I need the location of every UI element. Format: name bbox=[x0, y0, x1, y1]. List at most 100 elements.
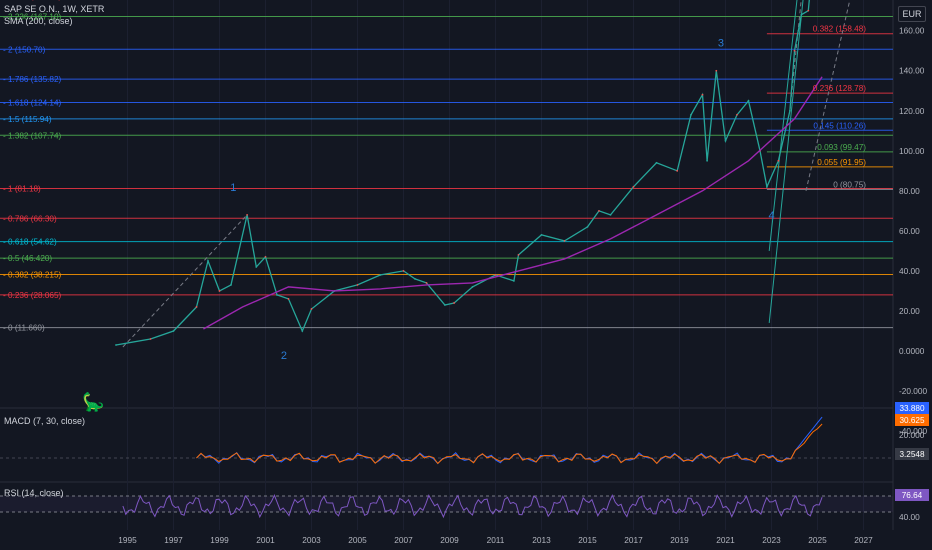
price-point bbox=[747, 99, 750, 102]
price-point bbox=[736, 113, 738, 116]
channel-line bbox=[768, 0, 804, 324]
price-point bbox=[356, 284, 359, 286]
macd-pane: 20.000 33.880 30.625 3.2548 bbox=[0, 402, 929, 465]
sma-legend[interactable]: SMA (200, close) bbox=[4, 16, 73, 26]
y-tick-label: 40.00 bbox=[899, 266, 920, 276]
macd-axis-label: 20.000 bbox=[899, 430, 925, 440]
price-axis: 320.00300.00280.00260.00240.00220.00200.… bbox=[899, 26, 928, 436]
x-tick-label: 2005 bbox=[348, 535, 367, 545]
y-tick-label: 140.00 bbox=[899, 66, 925, 76]
rsi-value-badge-bg bbox=[895, 489, 929, 501]
y-tick-label: 120.00 bbox=[899, 106, 925, 116]
price-point bbox=[149, 338, 152, 340]
x-tick-label: 1995 bbox=[118, 535, 137, 545]
fib-ext-label: 0.055 (91.95) bbox=[817, 158, 866, 167]
dino-logo-icon: 🦕 bbox=[82, 392, 105, 412]
fib-label: - 0.5 (46.420) bbox=[3, 254, 52, 263]
price-point bbox=[301, 330, 304, 332]
symbol-title[interactable]: SAP SE O.N., 1W, XETR bbox=[4, 4, 105, 14]
fib-label: - 1.786 (135.82) bbox=[3, 75, 62, 84]
price-point bbox=[563, 239, 566, 242]
x-tick-label: 2001 bbox=[256, 535, 275, 545]
y-tick-label: 60.00 bbox=[899, 226, 920, 236]
fib-ext-label: 0.093 (99.47) bbox=[817, 143, 866, 152]
x-tick-label: 2003 bbox=[302, 535, 321, 545]
price-point bbox=[287, 298, 290, 300]
y-tick-label: -40.000 bbox=[899, 426, 928, 436]
time-axis: 1995 1997 1999 2001 2003 2005 2007 2009 2011 2013… bbox=[118, 535, 873, 545]
macd-value-badge-bg bbox=[895, 414, 929, 426]
fib-label: - 2.382 (177.24) bbox=[3, 0, 62, 1]
price-point bbox=[379, 274, 382, 276]
price-point bbox=[655, 161, 658, 164]
price-point bbox=[766, 185, 768, 188]
y-tick-label: 160.00 bbox=[899, 26, 925, 36]
price-point bbox=[207, 260, 209, 262]
price-point bbox=[609, 213, 612, 216]
rsi-axis-label: 40.00 bbox=[899, 512, 920, 522]
fib-label: - 0.382 (38.215) bbox=[3, 270, 62, 279]
fib-label: - 2.236 (167.10) bbox=[3, 12, 62, 21]
x-tick-label: 2007 bbox=[394, 535, 413, 545]
price-point bbox=[255, 266, 258, 268]
rsi-legend[interactable]: RSI (14, close) bbox=[4, 488, 64, 498]
y-tick-label: 20.00 bbox=[899, 306, 920, 316]
price-point bbox=[793, 49, 796, 52]
macd-value-badge-bg bbox=[895, 402, 929, 414]
x-tick-label: 2011 bbox=[487, 535, 505, 545]
price-point bbox=[715, 69, 718, 72]
price-point bbox=[724, 139, 727, 142]
elliott-wave-label: 3 bbox=[718, 38, 724, 50]
x-tick-label: 1997 bbox=[164, 535, 183, 545]
elliott-wave-label: 2 bbox=[281, 350, 287, 362]
fib-label: - 2 (150.70) bbox=[3, 45, 46, 54]
x-tick-label: 2019 bbox=[670, 535, 689, 545]
fib-ext-label: 0.382 (158.48) bbox=[813, 25, 867, 34]
fib-label: - 0.236 (28.065) bbox=[3, 291, 62, 300]
price-point bbox=[218, 290, 221, 292]
price-point bbox=[807, 9, 810, 12]
fib-label: - 0.786 (66.30) bbox=[3, 214, 57, 223]
price-point bbox=[414, 278, 416, 280]
price-series bbox=[115, 0, 823, 346]
fib-ext-label: 0.145 (110.26) bbox=[813, 121, 866, 130]
price-point bbox=[586, 225, 589, 228]
price-point bbox=[264, 256, 267, 258]
macd-value-badge: 33.880 bbox=[899, 404, 924, 413]
elliott-wave-label: 4 bbox=[768, 210, 774, 222]
fib-levels bbox=[0, 15, 893, 329]
price-point bbox=[676, 169, 679, 172]
x-tick-label: 2013 bbox=[532, 535, 551, 545]
price-point bbox=[276, 294, 278, 296]
price-point bbox=[598, 209, 600, 212]
rsi-pane: 40.00 76.64 bbox=[0, 489, 929, 522]
x-tick-label: 2021 bbox=[716, 535, 735, 545]
y-tick-label: 80.00 bbox=[899, 186, 920, 196]
price-point bbox=[789, 109, 791, 112]
price-point bbox=[115, 344, 117, 346]
price-point bbox=[517, 254, 520, 256]
fib-label: - 1 (81.18) bbox=[3, 184, 41, 193]
x-tick-label: 1999 bbox=[210, 535, 229, 545]
macd-value-badge: 3.2548 bbox=[899, 450, 924, 459]
price-point bbox=[471, 286, 474, 288]
currency-button[interactable]: EUR bbox=[898, 6, 926, 22]
price-point bbox=[195, 306, 198, 308]
price-point bbox=[310, 308, 313, 310]
x-tick-label: 2015 bbox=[578, 535, 597, 545]
rsi-value-badge: 76.64 bbox=[902, 491, 923, 500]
fib-label: - 1.5 (115.94) bbox=[3, 115, 52, 124]
macd-value-badge-bg bbox=[895, 448, 929, 460]
fib-label: - 1.618 (124.14) bbox=[3, 98, 62, 107]
price-point bbox=[690, 113, 692, 116]
price-point bbox=[246, 213, 249, 216]
x-tick-label: 2027 bbox=[854, 535, 873, 545]
x-tick-label: 2017 bbox=[624, 535, 643, 545]
x-tick-label: 2023 bbox=[762, 535, 781, 545]
price-line bbox=[115, 0, 810, 346]
price-point bbox=[172, 330, 175, 332]
macd-legend[interactable]: MACD (7, 30, close) bbox=[4, 416, 86, 426]
trend-line-dashed bbox=[122, 214, 248, 348]
fib-label: - 1.382 (107.74) bbox=[3, 131, 62, 140]
fib-ext-label: 0.236 (128.78) bbox=[813, 84, 867, 93]
